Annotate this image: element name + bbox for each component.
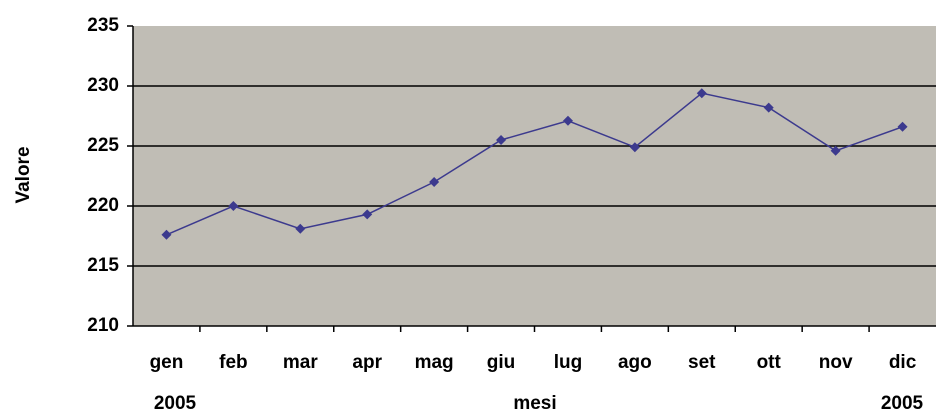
x-tick-label: feb bbox=[219, 352, 248, 373]
y-tick-label: 210 bbox=[87, 315, 119, 336]
data-point bbox=[228, 201, 239, 211]
data-point bbox=[629, 142, 640, 153]
annotation: 2005 bbox=[881, 393, 924, 414]
y-tick-label: 225 bbox=[87, 135, 119, 156]
y-tick-label: 230 bbox=[87, 75, 119, 96]
data-point bbox=[830, 145, 841, 156]
series-line bbox=[166, 92, 903, 236]
x-tick-label: apr bbox=[352, 352, 382, 373]
data-point bbox=[496, 135, 507, 145]
data-point bbox=[897, 121, 908, 132]
y-tick-label: 220 bbox=[87, 195, 119, 216]
x-tick-label: ago bbox=[618, 352, 652, 373]
x-axis-label: mesi bbox=[513, 393, 556, 414]
data-point bbox=[429, 177, 440, 187]
data-point bbox=[696, 88, 707, 99]
x-tick-label: gen bbox=[150, 352, 184, 373]
data-point bbox=[161, 229, 172, 240]
data-point bbox=[763, 102, 774, 113]
y-axis-label: Valore bbox=[13, 146, 34, 203]
plot-area bbox=[133, 26, 936, 326]
x-tick-label: mar bbox=[283, 352, 318, 373]
y-tick-label: 235 bbox=[87, 15, 119, 36]
x-tick-label: nov bbox=[819, 352, 853, 373]
x-tick-label: lug bbox=[554, 352, 583, 373]
x-tick-label: giu bbox=[487, 352, 516, 373]
data-point bbox=[562, 115, 573, 126]
x-tick-label: dic bbox=[889, 352, 917, 373]
annotation: 2005 bbox=[154, 393, 197, 414]
x-tick-label: ott bbox=[757, 352, 782, 373]
y-tick-label: 215 bbox=[87, 255, 119, 276]
x-tick-label: set bbox=[688, 352, 716, 373]
x-tick-label: mag bbox=[415, 352, 454, 373]
data-point bbox=[362, 209, 373, 220]
data-point bbox=[295, 223, 306, 234]
